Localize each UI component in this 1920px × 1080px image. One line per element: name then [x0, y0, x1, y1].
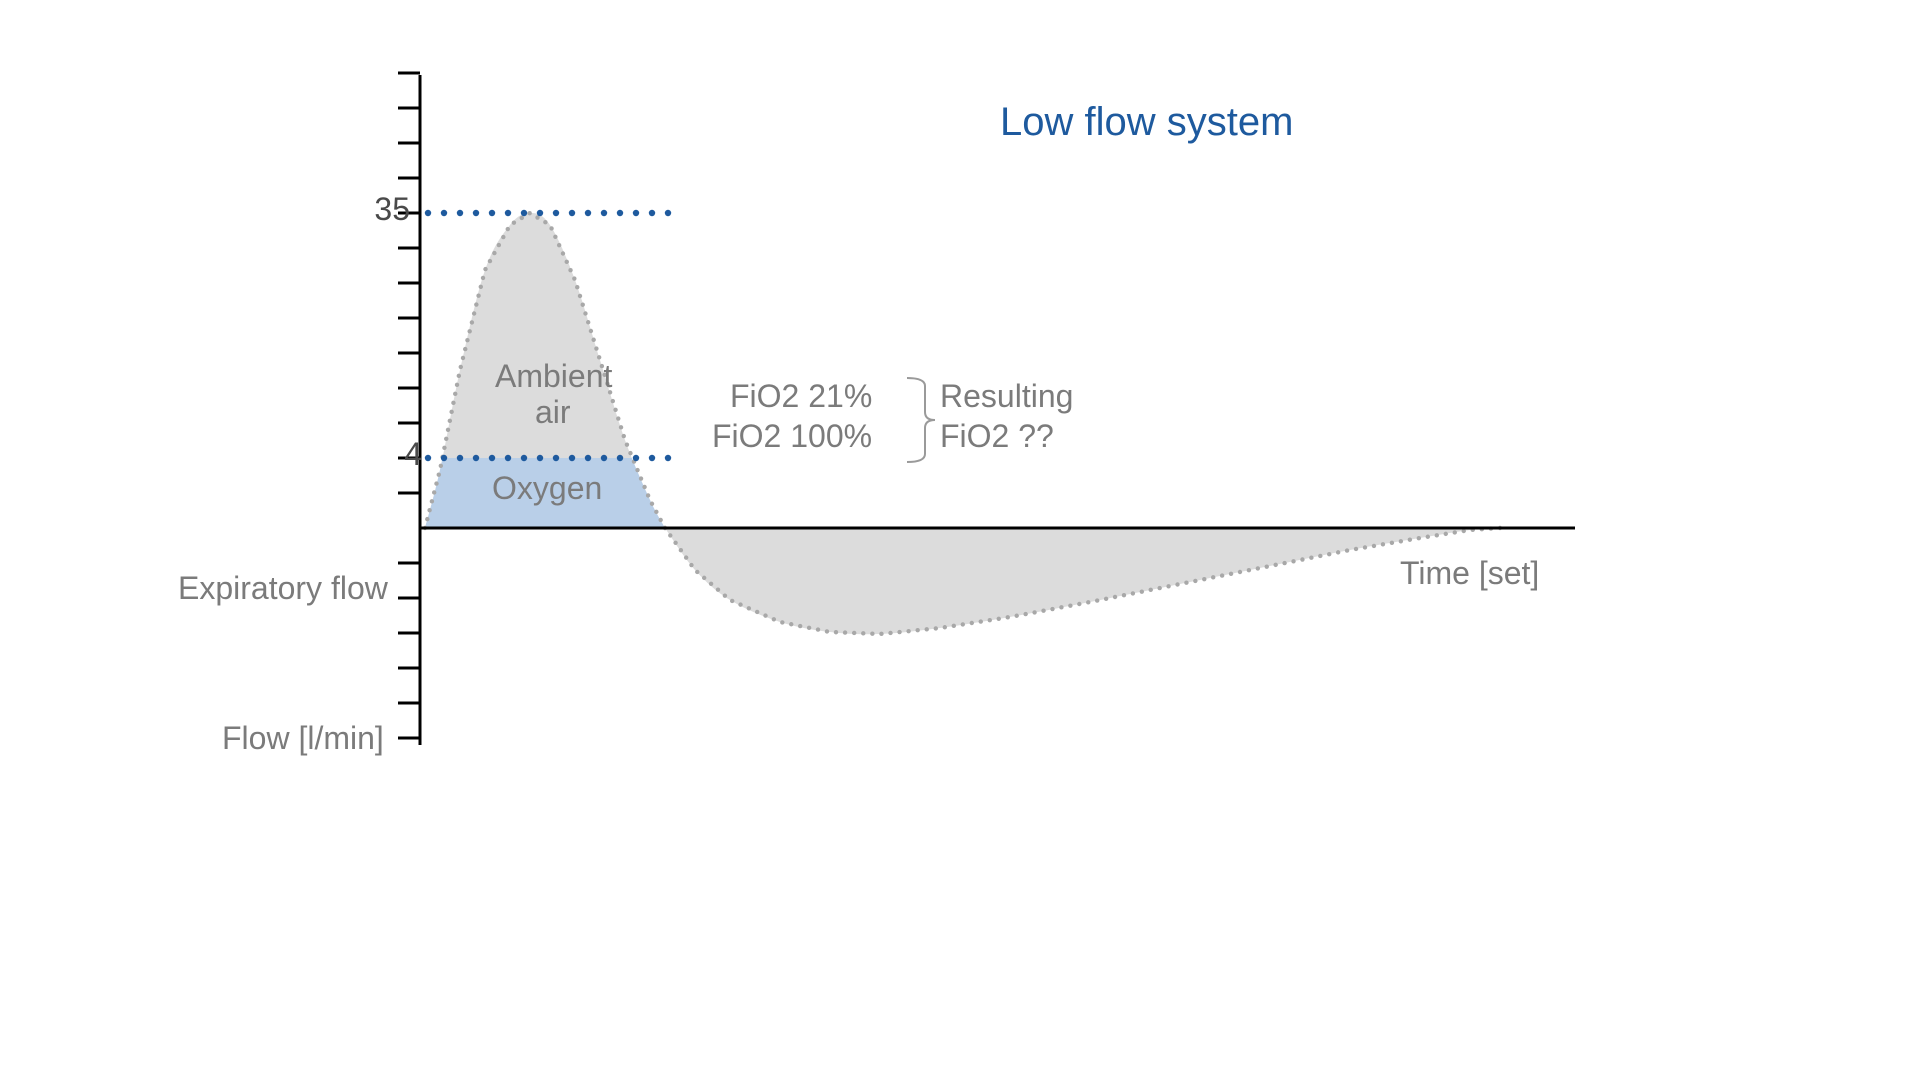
chart-svg	[0, 0, 1920, 1080]
brace-icon	[907, 378, 935, 462]
label-fio2-100: FiO2 100%	[712, 418, 872, 455]
ytick-35: 35	[350, 191, 410, 228]
label-oxygen: Oxygen	[492, 470, 602, 507]
label-fio2-21: FiO2 21%	[730, 378, 872, 415]
label-time-axis: Time [set]	[1400, 555, 1539, 592]
label-expiratory-flow: Expiratory flow	[178, 570, 388, 607]
label-ambient-2: air	[535, 394, 571, 431]
ytick-4: 4	[362, 436, 422, 473]
label-ambient-1: Ambient	[495, 358, 612, 395]
label-resulting: Resulting	[940, 378, 1073, 415]
refline-0	[425, 210, 671, 216]
y-ticks	[398, 73, 420, 738]
chart-title: Low flow system	[1000, 100, 1293, 145]
label-fio2-unknown: FiO2 ??	[940, 418, 1054, 455]
chart-stage: Low flow system Ambient air Oxygen FiO2 …	[0, 0, 1920, 1080]
label-flow-axis: Flow [l/min]	[222, 720, 384, 757]
